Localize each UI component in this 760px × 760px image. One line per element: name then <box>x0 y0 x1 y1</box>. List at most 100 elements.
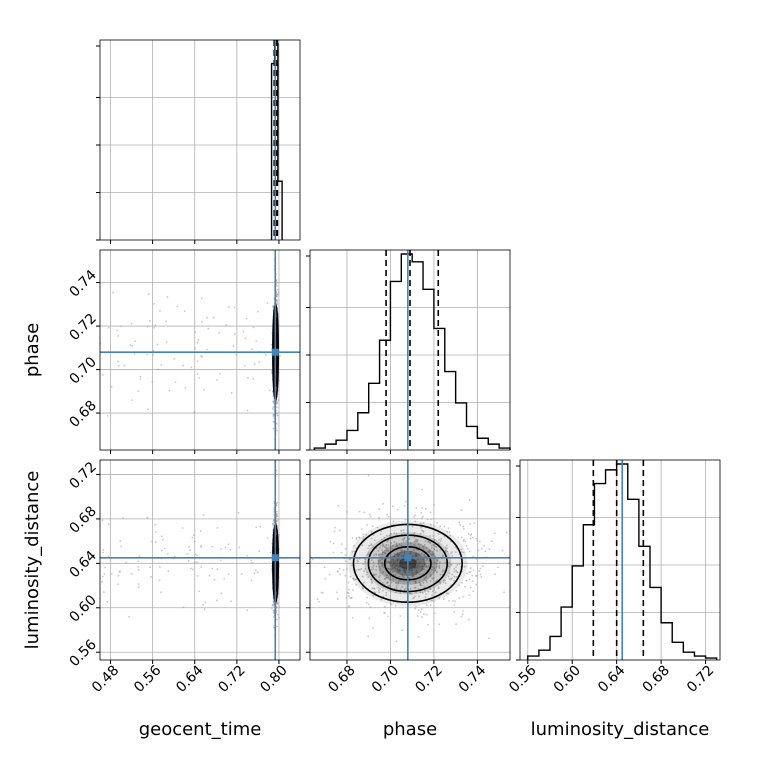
scatter-point <box>379 574 381 577</box>
scatter-point <box>478 540 481 543</box>
scatter-point <box>137 586 140 589</box>
scatter-point <box>131 345 134 347</box>
truth-marker <box>271 554 279 562</box>
scatter-point <box>436 549 438 552</box>
scatter-point <box>123 364 126 367</box>
scatter-point <box>425 579 428 582</box>
scatter-point <box>402 539 405 542</box>
scatter-point <box>413 580 415 582</box>
scatter-point <box>414 539 417 542</box>
scatter-point <box>367 635 369 638</box>
scatter-point <box>369 568 372 571</box>
scatter-point <box>361 544 364 547</box>
scatter-point <box>387 515 390 518</box>
scatter-point <box>442 569 444 571</box>
scatter-point <box>465 544 468 547</box>
scatter-point <box>448 531 451 533</box>
scatter-point <box>425 613 428 616</box>
scatter-point <box>430 599 433 602</box>
scatter-point <box>372 546 375 549</box>
scatter-point <box>322 592 324 594</box>
scatter-point <box>381 572 383 575</box>
scatter-point <box>277 518 280 521</box>
scatter-point <box>357 560 360 563</box>
scatter-point <box>469 567 472 570</box>
scatter-point <box>277 399 280 402</box>
scatter-point <box>275 406 278 409</box>
scatter-point <box>378 547 381 549</box>
scatter-point <box>480 548 483 550</box>
scatter-point <box>323 566 326 569</box>
scatter-point <box>351 550 354 553</box>
scatter-point <box>431 550 434 553</box>
scatter-point <box>186 553 189 555</box>
scatter-point <box>389 585 391 587</box>
scatter-point <box>380 530 383 533</box>
scatter-point <box>372 594 374 597</box>
scatter-point <box>429 573 432 576</box>
scatter-point <box>403 588 406 591</box>
scatter-point <box>154 530 157 533</box>
scatter-point <box>428 551 431 554</box>
scatter-point <box>165 320 167 323</box>
scatter-point <box>429 604 432 607</box>
scatter-point <box>194 553 197 556</box>
scatter-point <box>457 536 460 539</box>
scatter-point <box>203 608 206 611</box>
scatter-point <box>432 576 435 579</box>
scatter-point <box>465 580 468 582</box>
scatter-point <box>377 549 380 552</box>
scatter-point <box>150 575 152 578</box>
scatter-point <box>445 544 448 547</box>
scatter-point <box>397 581 400 584</box>
grid-lines <box>100 40 300 240</box>
scatter-point <box>198 590 200 593</box>
scatter-point <box>430 546 433 549</box>
scatter-point <box>381 589 384 592</box>
scatter-point <box>383 536 386 539</box>
scatter-point <box>328 573 331 576</box>
scatter-point <box>346 510 348 513</box>
scatter-point <box>253 363 256 366</box>
scatter-point <box>484 550 487 553</box>
scatter-point <box>200 566 203 568</box>
scatter-point <box>387 615 389 618</box>
scatter-point <box>400 565 403 568</box>
scatter-point <box>184 386 187 389</box>
scatter-point <box>420 552 423 555</box>
scatter-point <box>229 548 232 551</box>
scatter-point <box>402 576 405 579</box>
scatter-point <box>182 364 184 367</box>
scatter-point <box>454 546 457 549</box>
scatter-point <box>433 539 436 541</box>
scatter-point <box>329 540 332 543</box>
scatter-point <box>414 605 417 608</box>
scatter-point <box>271 523 274 526</box>
scatter-point <box>375 565 378 568</box>
scatter-point <box>275 295 278 297</box>
scatter-point <box>247 376 249 379</box>
scatter-point <box>360 528 363 531</box>
scatter-point <box>436 579 439 581</box>
scatter-point <box>371 587 374 590</box>
scatter-point <box>391 564 394 567</box>
scatter-point <box>424 596 427 599</box>
scatter-point <box>378 565 381 568</box>
scatter-point <box>430 518 432 521</box>
scatter-point <box>270 607 273 610</box>
scatter-point <box>353 544 355 547</box>
scatter-point <box>448 565 451 568</box>
scatter-point <box>477 549 480 552</box>
scatter-point <box>116 583 119 585</box>
scatter-point <box>272 427 275 430</box>
scatter-point <box>453 575 456 578</box>
scatter-point <box>462 540 465 542</box>
scatter-point <box>378 570 381 572</box>
scatter-point <box>348 605 351 607</box>
scatter-point <box>220 547 223 550</box>
scatter-point <box>430 544 433 547</box>
scatter-point <box>332 551 335 554</box>
scatter-point <box>398 569 401 572</box>
scatter-point <box>137 390 140 393</box>
scatter-point <box>460 536 463 539</box>
